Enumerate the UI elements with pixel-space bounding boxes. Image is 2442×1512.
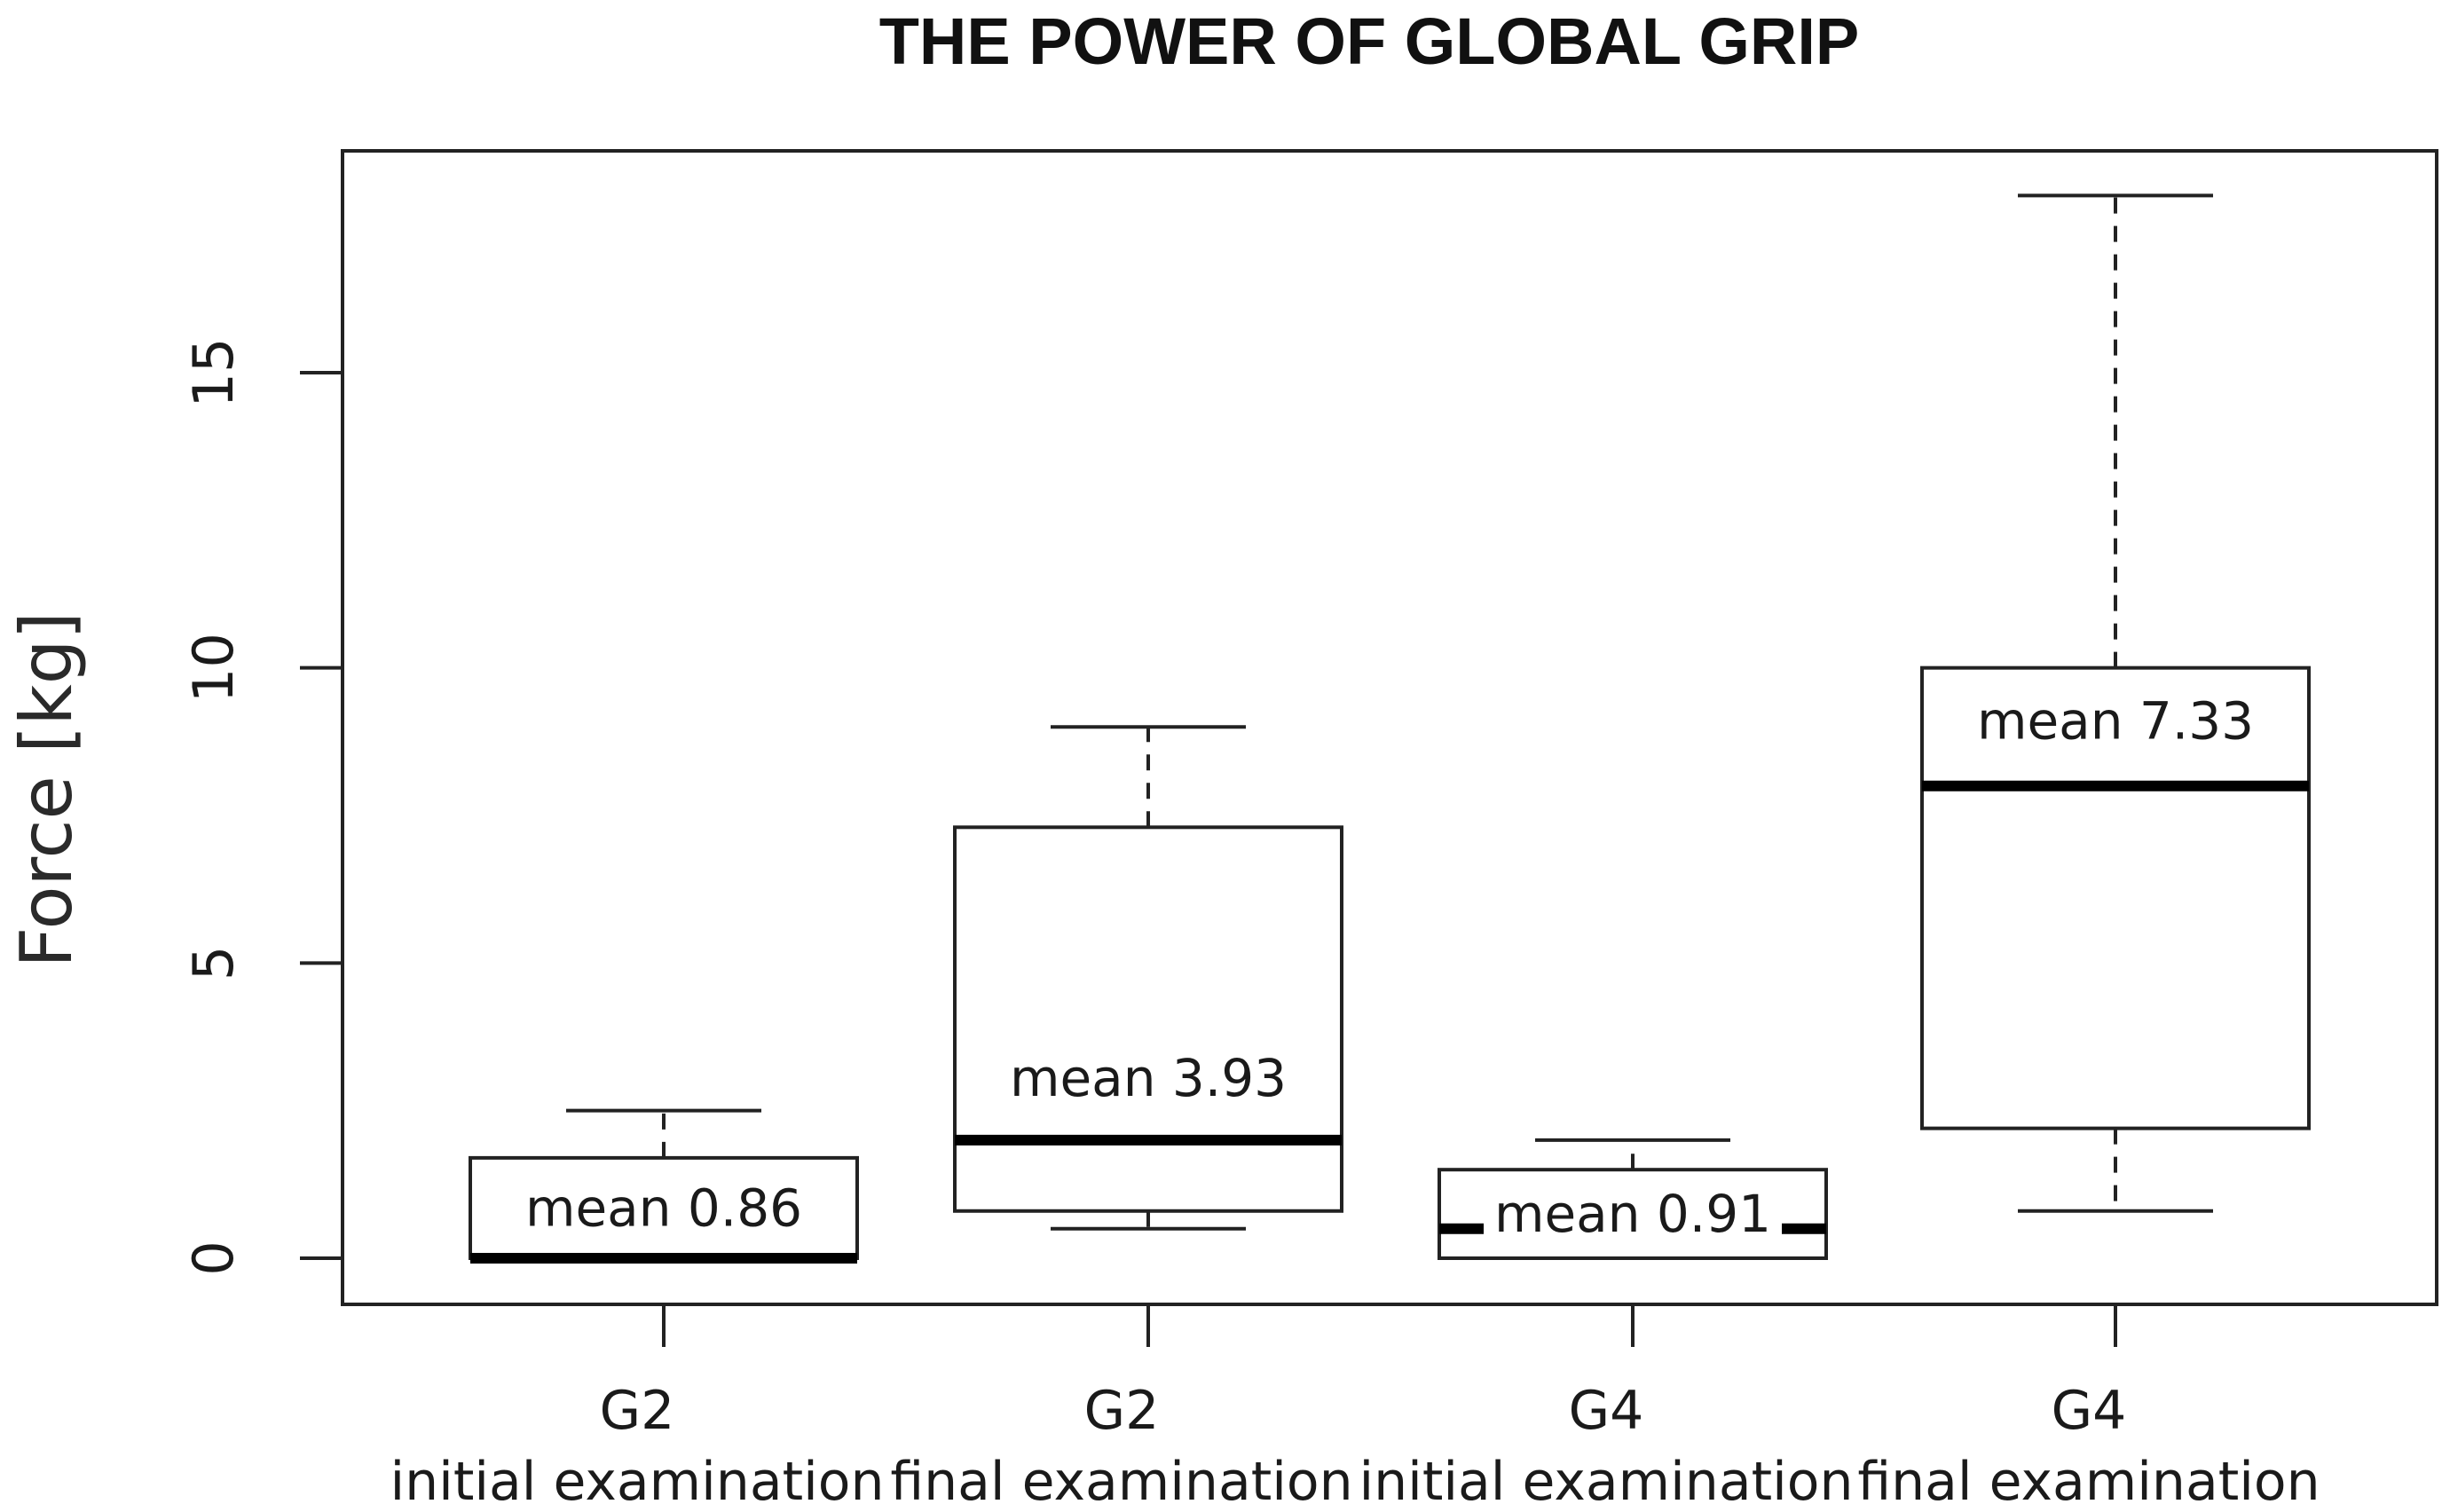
x-tick-label-sub: initial examination — [390, 1451, 884, 1512]
mean-label: mean 3.93 — [1010, 1048, 1287, 1108]
x-tick-label-sub: final examination — [1857, 1451, 2320, 1512]
mean-label: mean 0.91 — [1494, 1184, 1771, 1244]
box — [953, 825, 1343, 1213]
chart-title: THE POWER OF GLOBAL GRIP — [879, 4, 1860, 78]
y-tick-label: 5 — [181, 946, 246, 980]
x-axis: G2 initial examination G2 final examination… — [390, 1304, 2320, 1512]
x-tick-label-sub: initial examination — [1359, 1451, 1853, 1512]
y-tick-label: 0 — [181, 1240, 246, 1275]
x-tick-label-group: G2 — [1084, 1380, 1160, 1442]
y-axis: 0 5 10 15 — [181, 338, 343, 1276]
y-tick-label: 15 — [181, 338, 246, 408]
boxplots: mean 0.86 mean 3.93 mean 0.91 mean 7.33 — [469, 193, 2311, 1264]
box — [1920, 665, 2311, 1130]
x-tick-label-group: G4 — [2052, 1380, 2127, 1442]
mean-label-bg — [1484, 1185, 1782, 1250]
boxplot: mean 7.33 — [1920, 193, 2311, 1213]
x-tick-label-group: G2 — [600, 1380, 675, 1442]
x-tick-label-sub: final examination — [890, 1451, 1352, 1512]
box — [1438, 1168, 1828, 1260]
mean-label: mean 0.86 — [525, 1177, 802, 1238]
plot-frame — [341, 149, 2438, 1306]
boxplot: mean 0.91 — [1438, 1138, 1828, 1260]
mean-label: mean 7.33 — [1977, 691, 2254, 752]
boxplot: mean 3.93 — [953, 725, 1343, 1231]
y-tick-label: 10 — [181, 633, 246, 703]
boxplot: mean 0.86 — [469, 1108, 859, 1264]
y-axis-label: Force [kg] — [5, 611, 88, 967]
x-tick-label-group: G4 — [1569, 1380, 1644, 1442]
